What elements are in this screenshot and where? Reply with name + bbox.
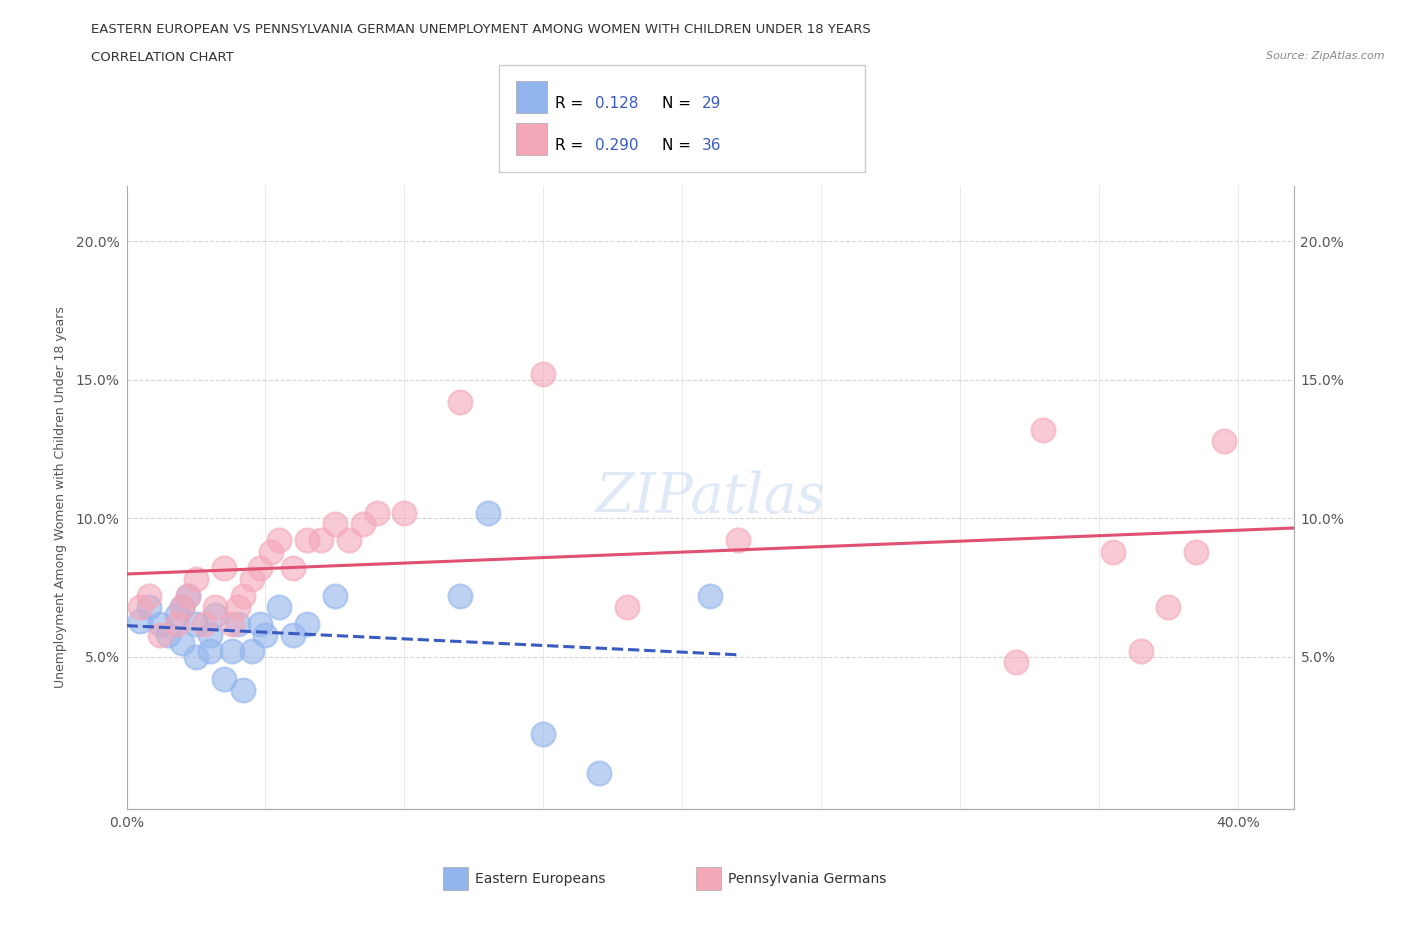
Point (184, 572, 207, 587)
Point (352, 516, 374, 531)
Point (323, 589, 346, 604)
Point (226, 600, 249, 615)
Text: R =: R = (555, 96, 589, 111)
Text: 0.128: 0.128 (595, 96, 638, 111)
Point (531, 727, 554, 742)
Point (184, 649, 207, 664)
Point (269, 533, 291, 548)
Point (149, 616, 172, 631)
Point (129, 614, 152, 629)
Point (204, 608, 226, 623)
Point (309, 533, 332, 548)
Point (449, 589, 471, 604)
Point (198, 627, 221, 642)
Point (212, 671, 235, 686)
Point (295, 533, 318, 548)
Point (1129, 644, 1152, 658)
Point (240, 572, 263, 587)
Point (176, 589, 198, 604)
Point (477, 505, 499, 520)
Point (249, 561, 271, 576)
Point (204, 600, 226, 615)
Point (394, 505, 416, 520)
Point (240, 644, 263, 658)
Text: 29: 29 (702, 96, 721, 111)
Point (295, 616, 318, 631)
Point (1032, 422, 1054, 437)
Text: EASTERN EUROPEAN VS PENNSYLVANIA GERMAN UNEMPLOYMENT AMONG WOMEN WITH CHILDREN U: EASTERN EUROPEAN VS PENNSYLVANIA GERMAN … (91, 23, 872, 36)
Point (366, 505, 388, 520)
Point (1102, 544, 1125, 559)
Point (1157, 600, 1180, 615)
Text: Eastern Europeans: Eastern Europeans (475, 871, 606, 886)
Point (531, 366, 554, 381)
Point (149, 627, 172, 642)
Point (337, 533, 360, 548)
Point (138, 589, 160, 604)
Point (212, 561, 235, 576)
Point (699, 589, 721, 604)
Point (1213, 433, 1236, 448)
Text: ZIPatlas: ZIPatlas (595, 471, 825, 525)
Point (221, 616, 243, 631)
Point (254, 627, 277, 642)
Text: 36: 36 (702, 138, 721, 153)
Point (283, 561, 305, 576)
Text: N =: N = (662, 96, 696, 111)
Text: Pennsylvania Germans: Pennsylvania Germans (728, 871, 887, 886)
Point (1185, 544, 1208, 559)
Point (449, 394, 471, 409)
Point (184, 616, 207, 631)
Point (166, 608, 188, 623)
Point (129, 600, 152, 615)
Text: R =: R = (555, 138, 589, 153)
Text: N =: N = (662, 138, 696, 153)
Point (232, 683, 254, 698)
Point (172, 600, 194, 615)
Text: Source: ZipAtlas.com: Source: ZipAtlas.com (1267, 51, 1385, 61)
Point (198, 644, 221, 658)
Point (226, 616, 249, 631)
Point (221, 644, 243, 658)
Point (166, 616, 188, 631)
Point (176, 589, 198, 604)
Point (172, 635, 194, 650)
Point (260, 544, 283, 559)
Point (588, 765, 610, 780)
Text: CORRELATION CHART: CORRELATION CHART (91, 51, 235, 64)
Point (283, 627, 305, 642)
Point (138, 600, 160, 615)
Point (727, 533, 749, 548)
Point (172, 600, 194, 615)
Point (232, 589, 254, 604)
Point (616, 600, 638, 615)
Text: 0.290: 0.290 (595, 138, 638, 153)
Y-axis label: Unemployment Among Women with Children Under 18 years: Unemployment Among Women with Children U… (55, 307, 67, 688)
Point (249, 616, 271, 631)
Point (323, 516, 346, 531)
Point (157, 627, 180, 642)
Point (193, 616, 215, 631)
Point (1004, 655, 1026, 670)
Point (269, 600, 291, 615)
